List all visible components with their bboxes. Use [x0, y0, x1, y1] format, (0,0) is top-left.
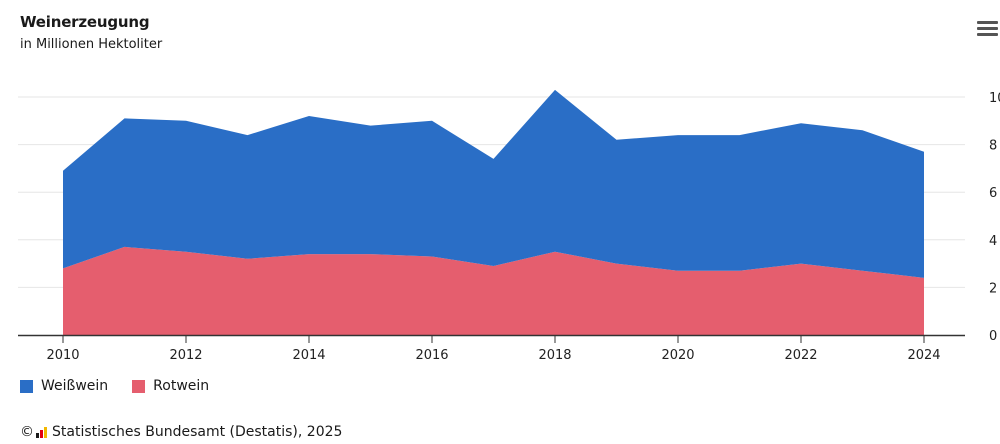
y-tick-label: 10 [989, 91, 1000, 106]
copyright-symbol: © [20, 424, 34, 440]
area-series-weisswein[interactable] [63, 89, 924, 278]
x-tick-label: 2024 [907, 348, 940, 363]
y-tick-label: 6 [989, 186, 997, 201]
area-series-rotwein[interactable] [63, 246, 924, 335]
hamburger-menu-icon[interactable] [977, 21, 998, 37]
chart-subtitle: in Millionen Hektoliter [20, 37, 163, 52]
y-tick-label: 8 [989, 139, 997, 154]
x-tick-label: 2012 [169, 348, 202, 363]
chart-title: Weinerzeugung [20, 13, 150, 31]
legend-item-rotwein[interactable]: Rotwein [132, 378, 209, 394]
source-text: Statistisches Bundesamt (Destatis), 2025 [52, 424, 343, 440]
x-tick-label: 2010 [46, 348, 79, 363]
y-tick-label: 0 [989, 329, 997, 344]
x-tick-label: 2022 [784, 348, 817, 363]
destatis-logo-icon [36, 426, 48, 438]
legend-item-weisswein[interactable]: Weißwein [20, 378, 108, 394]
y-tick-label: 2 [989, 281, 997, 296]
legend-label-weisswein: Weißwein [41, 378, 109, 394]
x-tick-label: 2016 [415, 348, 448, 363]
legend-swatch-rotwein [132, 379, 146, 393]
x-tick-label: 2014 [292, 348, 325, 363]
legend-swatch-weisswein [20, 379, 33, 393]
legend-label-rotwein: Rotwein [153, 378, 210, 394]
x-tick-label: 2020 [661, 348, 694, 363]
x-tick-label: 2018 [538, 348, 571, 363]
legend: Weißwein Rotwein [20, 378, 233, 394]
y-tick-label: 4 [989, 234, 997, 249]
source-credit: © Statistisches Bundesamt (Destatis), 20… [20, 424, 342, 440]
